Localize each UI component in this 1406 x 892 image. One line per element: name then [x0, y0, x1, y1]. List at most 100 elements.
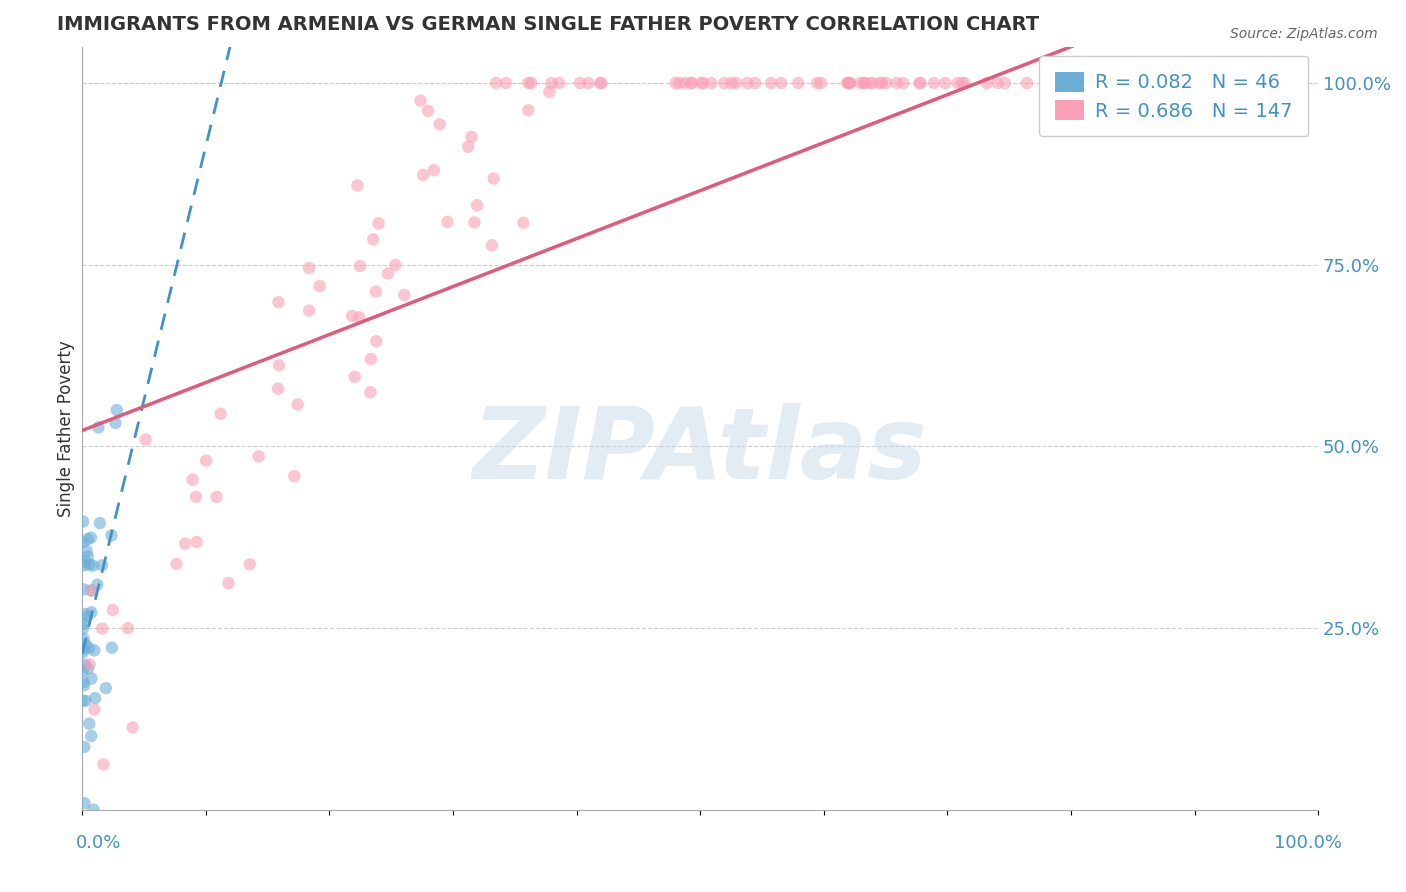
Point: [922, 76, 945, 90]
Point: [72, 664, 94, 678]
Point: [692, 76, 714, 90]
Point: [591, 76, 613, 90]
Point: [267, 358, 290, 372]
Point: [76, 610, 98, 624]
Point: [1015, 76, 1038, 90]
Point: [724, 76, 747, 90]
Point: [91, 622, 114, 636]
Point: [298, 261, 321, 276]
Point: [1205, 76, 1227, 90]
Point: [886, 76, 908, 90]
Point: [79, 558, 101, 572]
Point: [744, 76, 766, 90]
Point: [73, 739, 96, 754]
Point: [308, 279, 330, 293]
Point: [360, 351, 382, 366]
Point: [1171, 76, 1194, 90]
Point: [184, 490, 207, 504]
Text: 100.0%: 100.0%: [1274, 834, 1341, 852]
Point: [1180, 76, 1202, 90]
Point: [759, 76, 782, 90]
Point: [174, 536, 197, 550]
Point: [1102, 76, 1125, 90]
Point: [1160, 76, 1182, 90]
Point: [839, 76, 862, 90]
Point: [1099, 76, 1122, 90]
Point: [93, 757, 115, 772]
Point: [84, 691, 107, 706]
Point: [366, 334, 388, 349]
Point: [668, 76, 690, 90]
Point: [359, 385, 381, 400]
Point: [72, 622, 94, 636]
Point: [810, 76, 832, 90]
Point: [75, 694, 97, 708]
Point: [72, 515, 94, 529]
Point: [953, 76, 976, 90]
Point: [1226, 76, 1249, 90]
Point: [465, 198, 488, 212]
Point: [976, 76, 998, 90]
Point: [80, 583, 103, 598]
Point: [1157, 76, 1180, 90]
Point: [1265, 76, 1288, 90]
Point: [423, 163, 446, 178]
Point: [858, 76, 880, 90]
Point: [482, 171, 505, 186]
Point: [83, 702, 105, 716]
Point: [100, 528, 122, 542]
Point: [72, 645, 94, 659]
Point: [950, 76, 973, 90]
Point: [73, 616, 96, 631]
Point: [853, 76, 876, 90]
Point: [1197, 76, 1219, 90]
Point: [298, 303, 321, 318]
Point: [1050, 76, 1073, 90]
Point: [73, 796, 96, 810]
Point: [364, 285, 387, 299]
Point: [205, 490, 228, 504]
Point: [80, 672, 103, 686]
Point: [76, 544, 98, 558]
Point: [75, 657, 97, 672]
Point: [987, 76, 1010, 90]
Point: [720, 76, 742, 90]
Point: [1213, 76, 1236, 90]
Point: [568, 76, 591, 90]
Point: [91, 558, 114, 573]
Point: [73, 558, 96, 573]
Point: [1249, 76, 1271, 90]
Point: [787, 76, 810, 90]
Point: [412, 168, 434, 182]
Point: [1241, 76, 1264, 90]
Point: [737, 76, 759, 90]
Point: [1157, 76, 1180, 90]
Point: [105, 403, 128, 417]
Point: [1237, 76, 1260, 90]
Point: [1157, 76, 1180, 90]
Point: [460, 129, 482, 144]
Point: [87, 420, 110, 434]
Point: [77, 716, 100, 731]
Point: [89, 516, 111, 530]
Point: [1146, 76, 1168, 90]
Point: [94, 681, 117, 695]
Point: [82, 558, 104, 573]
Point: [946, 76, 969, 90]
Point: [875, 76, 897, 90]
Point: [181, 473, 204, 487]
Point: [367, 216, 389, 230]
Point: [287, 397, 309, 411]
Y-axis label: Single Father Poverty: Single Father Poverty: [58, 340, 75, 516]
Point: [994, 76, 1017, 90]
Point: [343, 369, 366, 384]
Point: [86, 578, 108, 592]
Point: [73, 678, 96, 692]
Point: [849, 76, 872, 90]
Point: [1114, 76, 1136, 90]
Point: [166, 557, 188, 571]
Point: [209, 407, 232, 421]
Point: [681, 76, 703, 90]
Point: [891, 76, 914, 90]
Point: [121, 721, 143, 735]
